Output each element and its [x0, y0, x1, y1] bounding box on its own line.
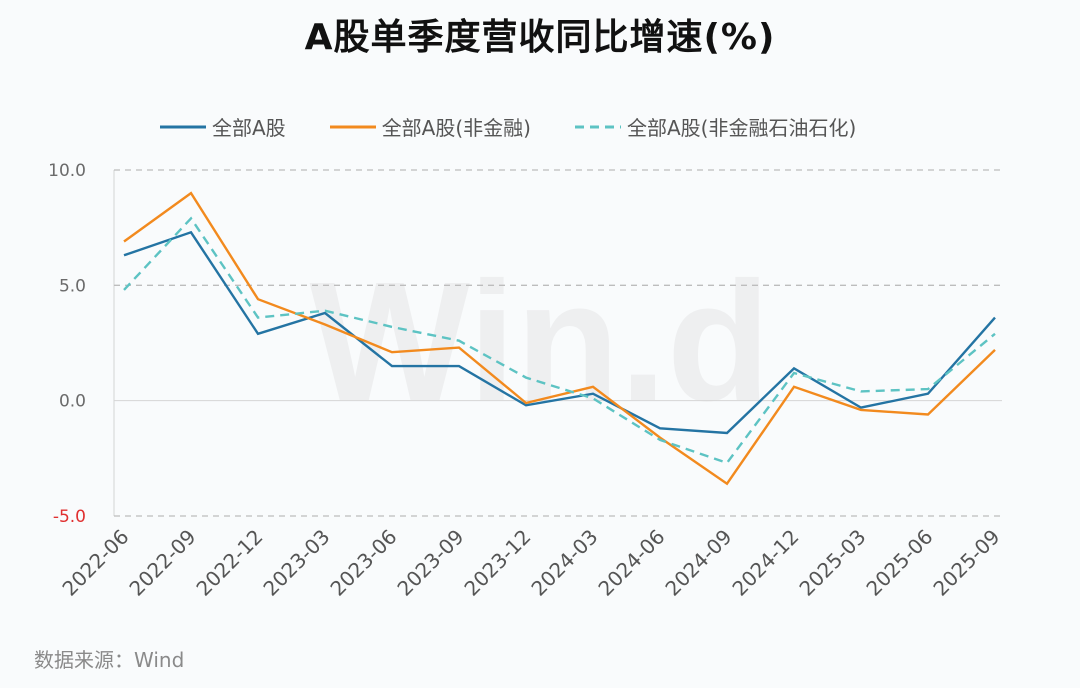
x-tick-label: 2023-06 [325, 525, 401, 601]
data-source: 数据来源：Wind [34, 648, 185, 672]
x-tick-label: 2025-03 [794, 525, 870, 601]
legend-label: 全部A股(非金融石油石化) [626, 116, 857, 140]
y-tick-label: -5.0 [53, 507, 86, 527]
watermark: Win.d [309, 247, 770, 437]
x-tick-label: 2025-09 [928, 525, 1004, 601]
y-axis-ticks: 10.0 5.0 0.0 -5.0 [48, 161, 86, 527]
legend-item-non-financial[interactable]: 全部A股(非金融) [329, 112, 531, 141]
legend-line-icon [160, 125, 206, 128]
series-line-1 [123, 191, 996, 486]
y-tick-label: 5.0 [59, 276, 86, 296]
x-tick-label: 2023-03 [258, 525, 334, 601]
legend-dashed-line-icon [574, 125, 621, 128]
x-tick-label: 2025-06 [861, 525, 937, 601]
x-tick-label: 2022-09 [124, 525, 200, 601]
chart-title: A股单季度营收同比增速(%) [304, 17, 776, 58]
y-tick-label: 0.0 [59, 392, 86, 412]
legend-label: 全部A股 [212, 116, 286, 140]
series-line-0 [123, 230, 996, 435]
x-tick-label: 2024-06 [593, 525, 669, 601]
svg-text:Win.d: Win.d [309, 247, 770, 437]
series-lines [123, 191, 996, 486]
y-tick-label: 10.0 [48, 161, 86, 181]
legend-line-icon [329, 125, 376, 128]
x-tick-label: 2024-03 [526, 525, 602, 601]
legend-item-non-financial-petro[interactable]: 全部A股(非金融石油石化) [574, 112, 857, 141]
x-tick-label: 2024-12 [727, 525, 803, 601]
x-tick-label: 2022-12 [191, 525, 267, 601]
x-tick-label: 2024-09 [660, 525, 736, 601]
line-chart: Win.d 10.0 5.0 0.0 -5.0 2022-062022-092022-… [48, 161, 1004, 601]
legend-item-all-a[interactable]: 全部A股 [160, 112, 286, 141]
legend-label: 全部A股(非金融) [381, 116, 531, 140]
x-tick-label: 2022-06 [57, 525, 133, 601]
series-line-2 [123, 216, 996, 465]
x-axis-ticks: 2022-062022-092022-122023-032023-062023-… [57, 525, 1004, 601]
chart-legend: 全部A股 全部A股(非金融) 全部A股(非金融石油石化) [160, 112, 900, 141]
x-tick-label: 2023-12 [459, 525, 535, 601]
x-tick-label: 2023-09 [392, 525, 468, 601]
